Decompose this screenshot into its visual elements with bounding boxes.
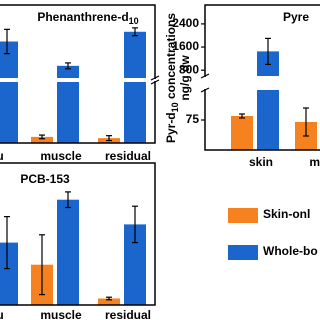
x-tick-label: residual bbox=[105, 308, 151, 320]
axis-break-gap bbox=[154, 79, 156, 81]
y-tick-label: 800 bbox=[179, 62, 199, 76]
y-axis-label: Pyr-d10 concentrations bbox=[164, 13, 180, 143]
bar bbox=[124, 31, 146, 144]
title-subscript: 10 bbox=[129, 16, 139, 26]
legend-label: Whole-bo bbox=[263, 244, 318, 258]
bar bbox=[57, 199, 79, 305]
x-tick-label: residual bbox=[105, 149, 151, 163]
legend-swatch bbox=[228, 245, 258, 260]
title-text: Phenanthrene-d bbox=[37, 10, 128, 24]
bar bbox=[0, 242, 18, 305]
panel-title: Phenanthrene-d10 bbox=[37, 10, 138, 26]
y-tick-label: 75 bbox=[186, 112, 200, 126]
title-text: PCB-153 bbox=[20, 172, 70, 186]
bar bbox=[98, 298, 120, 305]
y-label-text: Pyr-d bbox=[164, 112, 178, 143]
y-label-text: concentrations bbox=[164, 13, 178, 103]
bar bbox=[0, 41, 18, 143]
axis-break-gap bbox=[204, 77, 206, 89]
plot-frame bbox=[0, 162, 156, 306]
panel-title: Pyre bbox=[283, 10, 309, 24]
x-tick-label: muscle bbox=[40, 308, 82, 320]
bar bbox=[124, 224, 146, 305]
axis-break-gap bbox=[0, 78, 154, 82]
panel-title: PCB-153 bbox=[20, 172, 70, 186]
y-tick-label: 1600 bbox=[172, 39, 199, 53]
x-tick-label: u bbox=[0, 308, 4, 320]
bar bbox=[231, 116, 253, 150]
bar bbox=[31, 136, 53, 143]
bar bbox=[57, 65, 79, 143]
x-tick-label: musc bbox=[309, 155, 320, 169]
legend-swatch bbox=[228, 208, 258, 223]
bar bbox=[257, 51, 279, 150]
x-tick-label: u bbox=[0, 149, 4, 163]
y-axis-label: ng/g dw bbox=[178, 55, 192, 101]
plot-frame bbox=[0, 4, 156, 144]
x-tick-label: muscle bbox=[40, 149, 82, 163]
title-text: Pyre bbox=[283, 10, 309, 24]
axis-break-gap bbox=[206, 76, 320, 90]
x-tick-label: skin bbox=[249, 155, 273, 169]
legend-label: Skin-onl bbox=[263, 207, 310, 221]
y-label-subscript: 10 bbox=[170, 102, 180, 112]
y-tick-label: 2400 bbox=[172, 16, 199, 30]
